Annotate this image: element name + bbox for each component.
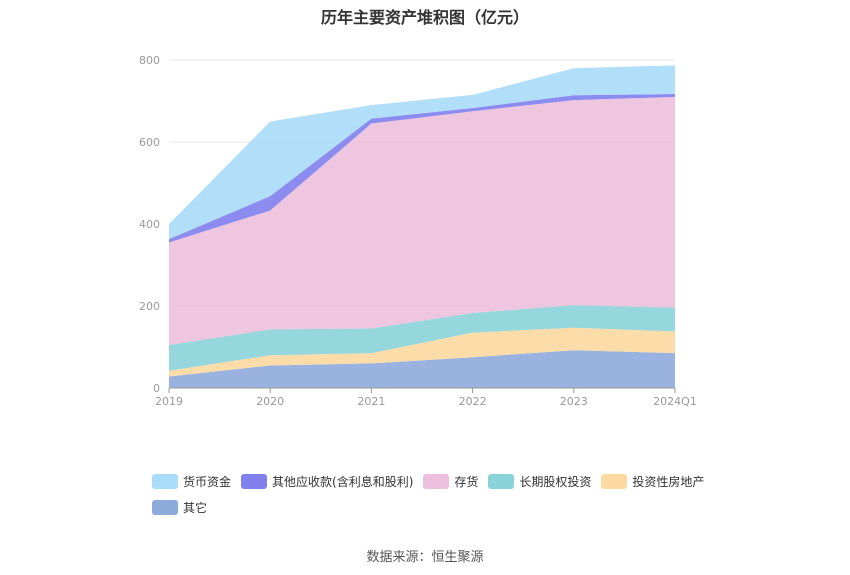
y-axis-ticks: 0 200 400 600 800 [139,54,160,395]
area-series-3 [169,96,675,345]
legend-item[interactable]: 其它 [152,498,207,516]
legend-item[interactable]: 长期股权投资 [488,472,591,490]
legend-label: 其它 [183,500,208,515]
legend-label: 投资性房地产 [632,474,705,489]
x-tick-label: 2024Q1 [653,395,697,408]
y-tick-label: 600 [139,136,160,149]
legend-item[interactable]: 货币资金 [152,472,231,490]
x-axis [168,387,676,393]
area-series-2 [169,305,675,371]
legend-swatch [423,473,450,489]
area-series [168,65,676,388]
area-series-5 [169,65,675,240]
legend-item[interactable]: 投资性房地产 [601,472,704,490]
legend-label: 存货 [454,474,479,489]
legend-label: 货币资金 [183,474,232,489]
y-tick-label: 800 [139,54,160,67]
legend-swatch [241,473,268,489]
chart-legend: 货币资金 其他应收款(含利息和股利) 存货 长期股权投资 投资性房地产其它 [152,472,752,524]
x-axis-ticks: 2019 2020 2021 2022 2023 2024Q1 [155,395,697,408]
x-tick-label: 2022 [459,395,487,408]
legend-swatch [488,473,515,489]
y-tick-label: 0 [153,382,160,395]
legend-label: 长期股权投资 [519,474,592,489]
x-tick-label: 2020 [256,395,284,408]
y-tick-label: 400 [139,218,160,231]
legend-item[interactable]: 存货 [423,472,478,490]
chart-title: 历年主要资产堆积图（亿元） [320,8,529,27]
legend-item[interactable]: 其他应收款(含利息和股利) [241,472,413,490]
area-series-1 [169,327,675,377]
legend-swatch [601,473,628,489]
area-series-0 [169,350,675,388]
x-tick-label: 2019 [155,395,183,408]
x-tick-label: 2023 [560,395,588,408]
legend-label: 其他应收款(含利息和股利) [272,474,414,489]
x-tick-label: 2021 [357,395,385,408]
legend-swatch [152,473,178,489]
legend-swatch [152,499,178,515]
data-source: 数据来源：恒生聚源 [366,550,484,565]
y-tick-label: 200 [139,300,160,313]
